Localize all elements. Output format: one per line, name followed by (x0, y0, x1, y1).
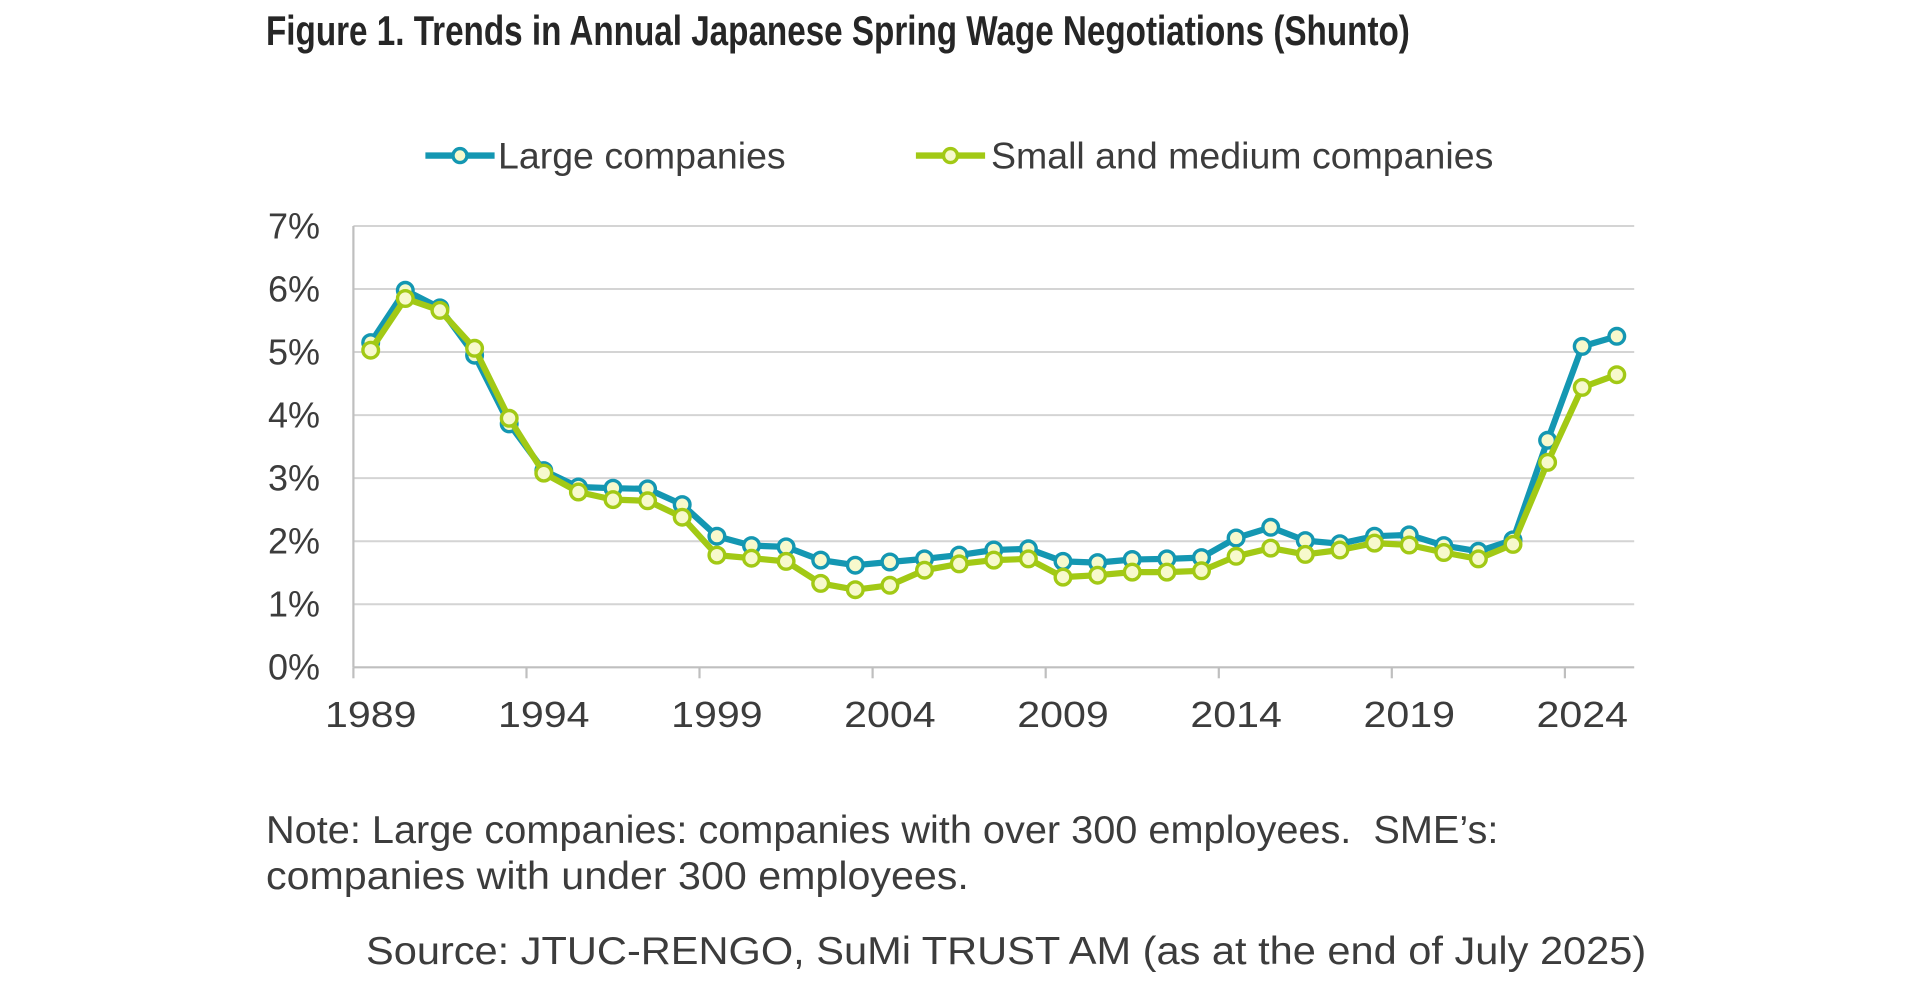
svg-text:Note: Large companies: compani: Note: Large companies: companies with ov… (266, 810, 1498, 852)
svg-text:3%: 3% (268, 457, 320, 498)
svg-text:companies with under 300 emplo: companies with under 300 employees. (266, 855, 969, 897)
svg-text:1%: 1% (268, 584, 320, 625)
svg-text:6%: 6% (268, 268, 320, 309)
svg-text:Figure 1. Trends in Annual Jap: Figure 1. Trends in Annual Japanese Spri… (266, 7, 1410, 53)
svg-text:5%: 5% (268, 331, 320, 372)
svg-text:0%: 0% (268, 647, 320, 688)
svg-text:4%: 4% (268, 394, 320, 435)
svg-text:2009: 2009 (1017, 695, 1109, 735)
svg-text:2%: 2% (268, 521, 320, 562)
svg-text:Source: JTUC-RENGO, SuMi TRUST: Source: JTUC-RENGO, SuMi TRUST AM (as at… (366, 930, 1646, 972)
svg-text:2004: 2004 (844, 695, 936, 735)
svg-text:7%: 7% (268, 205, 320, 246)
svg-text:2014: 2014 (1190, 695, 1282, 735)
svg-text:1994: 1994 (498, 695, 590, 735)
svg-text:2024: 2024 (1536, 695, 1628, 735)
svg-text:2019: 2019 (1363, 695, 1455, 735)
svg-text:1989: 1989 (325, 695, 417, 735)
svg-text:1999: 1999 (671, 695, 763, 735)
svg-text:Small and medium companies: Small and medium companies (991, 134, 1493, 176)
svg-text:Large companies: Large companies (498, 134, 786, 176)
